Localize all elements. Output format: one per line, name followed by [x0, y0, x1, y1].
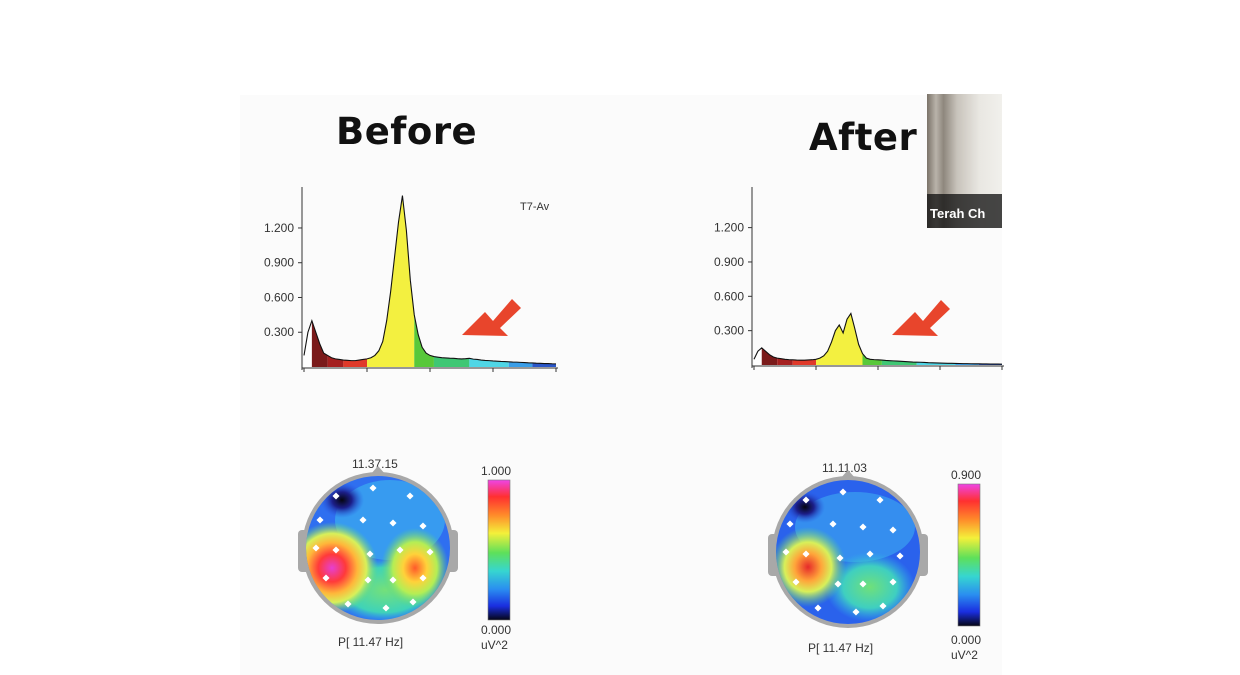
- after-band-6: [881, 313, 917, 365]
- before-electrode-17: [382, 604, 390, 612]
- before-electrode-15: [419, 574, 427, 582]
- before-electrode-7: [312, 544, 320, 552]
- after-spectrum-axes: 1.200 0.900 0.600 0.300: [714, 187, 1004, 370]
- after-band-2: [777, 313, 793, 365]
- before-electrode-14: [389, 576, 397, 584]
- before-band-3: [343, 195, 367, 367]
- before-electrode-5: [389, 519, 397, 527]
- before-electrode-11: [426, 548, 434, 556]
- after-band-0: [754, 313, 762, 365]
- before-band-1: [311, 195, 328, 367]
- after-scale-max: 0.900: [951, 468, 981, 482]
- after-timestamp: 11.11.03: [822, 461, 867, 475]
- before-spectrum-axes: 1.200 0.900 0.600 0.300: [264, 187, 558, 372]
- before-scale-unit: uV^2: [481, 638, 508, 652]
- after-electrode-12: [792, 578, 800, 586]
- after-color-scale: [957, 483, 981, 627]
- after-electrode-14: [859, 580, 867, 588]
- before-electrode-2: [406, 492, 414, 500]
- after-electrode-16: [814, 604, 822, 612]
- before-electrode-9: [366, 550, 374, 558]
- before-electrode-13: [364, 576, 372, 584]
- before-ytick-label-2: 0.600: [264, 290, 294, 304]
- before-band-7: [469, 195, 509, 367]
- before-band-4: [367, 195, 415, 367]
- before-band-8: [508, 195, 533, 367]
- before-electrodes: [312, 484, 434, 612]
- after-electrode-9: [836, 554, 844, 562]
- after-electrode-1: [839, 488, 847, 496]
- after-electrode-15: [889, 578, 897, 586]
- before-topo-field: [306, 476, 450, 620]
- after-electrode-8: [802, 550, 810, 558]
- after-frequency-label: P[ 11.47 Hz]: [808, 641, 873, 655]
- after-electrode-6: [889, 526, 897, 534]
- before-electrode-3: [316, 516, 324, 524]
- before-ytick-label-0: 1.200: [264, 221, 294, 235]
- before-arrow: [462, 299, 521, 336]
- after-spectrum-chart: 1.200 0.900 0.600 0.300: [714, 187, 1004, 370]
- before-electrode-12: [322, 574, 330, 582]
- before-heading: Before: [336, 110, 478, 153]
- before-scale-min: 0.000: [481, 623, 511, 637]
- before-ytick-label-1: 0.900: [264, 256, 294, 270]
- after-ytick-label-0: 1.200: [714, 221, 744, 235]
- after-electrode-2: [876, 496, 884, 504]
- after-heading: After: [809, 116, 918, 159]
- before-topomap: 11.37.15 P[ 11.47 Hz] 1.000 0.000 uV^2: [298, 457, 511, 652]
- after-scale-min: 0.000: [951, 633, 981, 647]
- participant-name: Terah Ch: [930, 206, 986, 221]
- participant-video-tile[interactable]: Terah Ch: [927, 94, 1002, 228]
- after-ytick-label-3: 0.300: [714, 324, 744, 338]
- after-spectrum-outline: [753, 312, 1003, 365]
- before-band-2: [327, 195, 344, 367]
- after-electrode-10: [866, 550, 874, 558]
- before-electrode-18: [409, 598, 417, 606]
- after-band-5: [862, 313, 882, 365]
- after-electrodes: [782, 488, 904, 616]
- participant-name-bar: [927, 194, 1002, 228]
- after-electrode-3: [786, 520, 794, 528]
- after-electrode-4: [829, 520, 837, 528]
- before-timestamp: 11.37.15: [352, 457, 398, 471]
- before-band-9: [532, 195, 556, 367]
- before-electrode-16: [344, 600, 352, 608]
- before-band-6: [433, 195, 470, 367]
- after-band-1: [761, 313, 778, 365]
- after-band-4: [816, 313, 863, 365]
- before-spectrum-chart: 1.200 0.900 0.600 0.300 T7-Av: [264, 187, 558, 372]
- after-electrode-17: [852, 608, 860, 616]
- before-electrode-10: [396, 546, 404, 554]
- after-electrode-0: [802, 496, 810, 504]
- after-scale-unit: uV^2: [951, 648, 978, 662]
- after-electrode-5: [859, 523, 867, 531]
- before-color-scale: [487, 479, 511, 621]
- before-spectrum-bands: [304, 195, 556, 367]
- after-electrode-7: [782, 548, 790, 556]
- after-ytick-label-2: 0.600: [714, 289, 744, 303]
- before-band-5: [414, 195, 434, 367]
- after-band-3: [792, 313, 816, 365]
- before-spectrum-outline: [303, 195, 557, 365]
- before-scale-max: 1.000: [481, 464, 511, 478]
- before-band-0: [304, 195, 312, 367]
- after-topomap: 11.11.03 P[ 11.47 Hz] 0.900 0.000 uV^2: [768, 461, 981, 662]
- before-electrode-8: [332, 546, 340, 554]
- before-electrode-1: [369, 484, 377, 492]
- after-electrode-11: [896, 552, 904, 560]
- before-ytick-label-3: 0.300: [264, 325, 294, 339]
- after-ytick-label-1: 0.900: [714, 255, 744, 269]
- after-electrode-18: [879, 602, 887, 610]
- before-electrode-6: [419, 522, 427, 530]
- before-channel-label: T7-Av: [520, 201, 550, 213]
- before-electrode-4: [359, 516, 367, 524]
- after-topo-field: [776, 480, 920, 624]
- before-electrode-0: [332, 492, 340, 500]
- before-frequency-label: P[ 11.47 Hz]: [338, 635, 403, 649]
- after-arrow: [892, 300, 950, 336]
- after-electrode-13: [834, 580, 842, 588]
